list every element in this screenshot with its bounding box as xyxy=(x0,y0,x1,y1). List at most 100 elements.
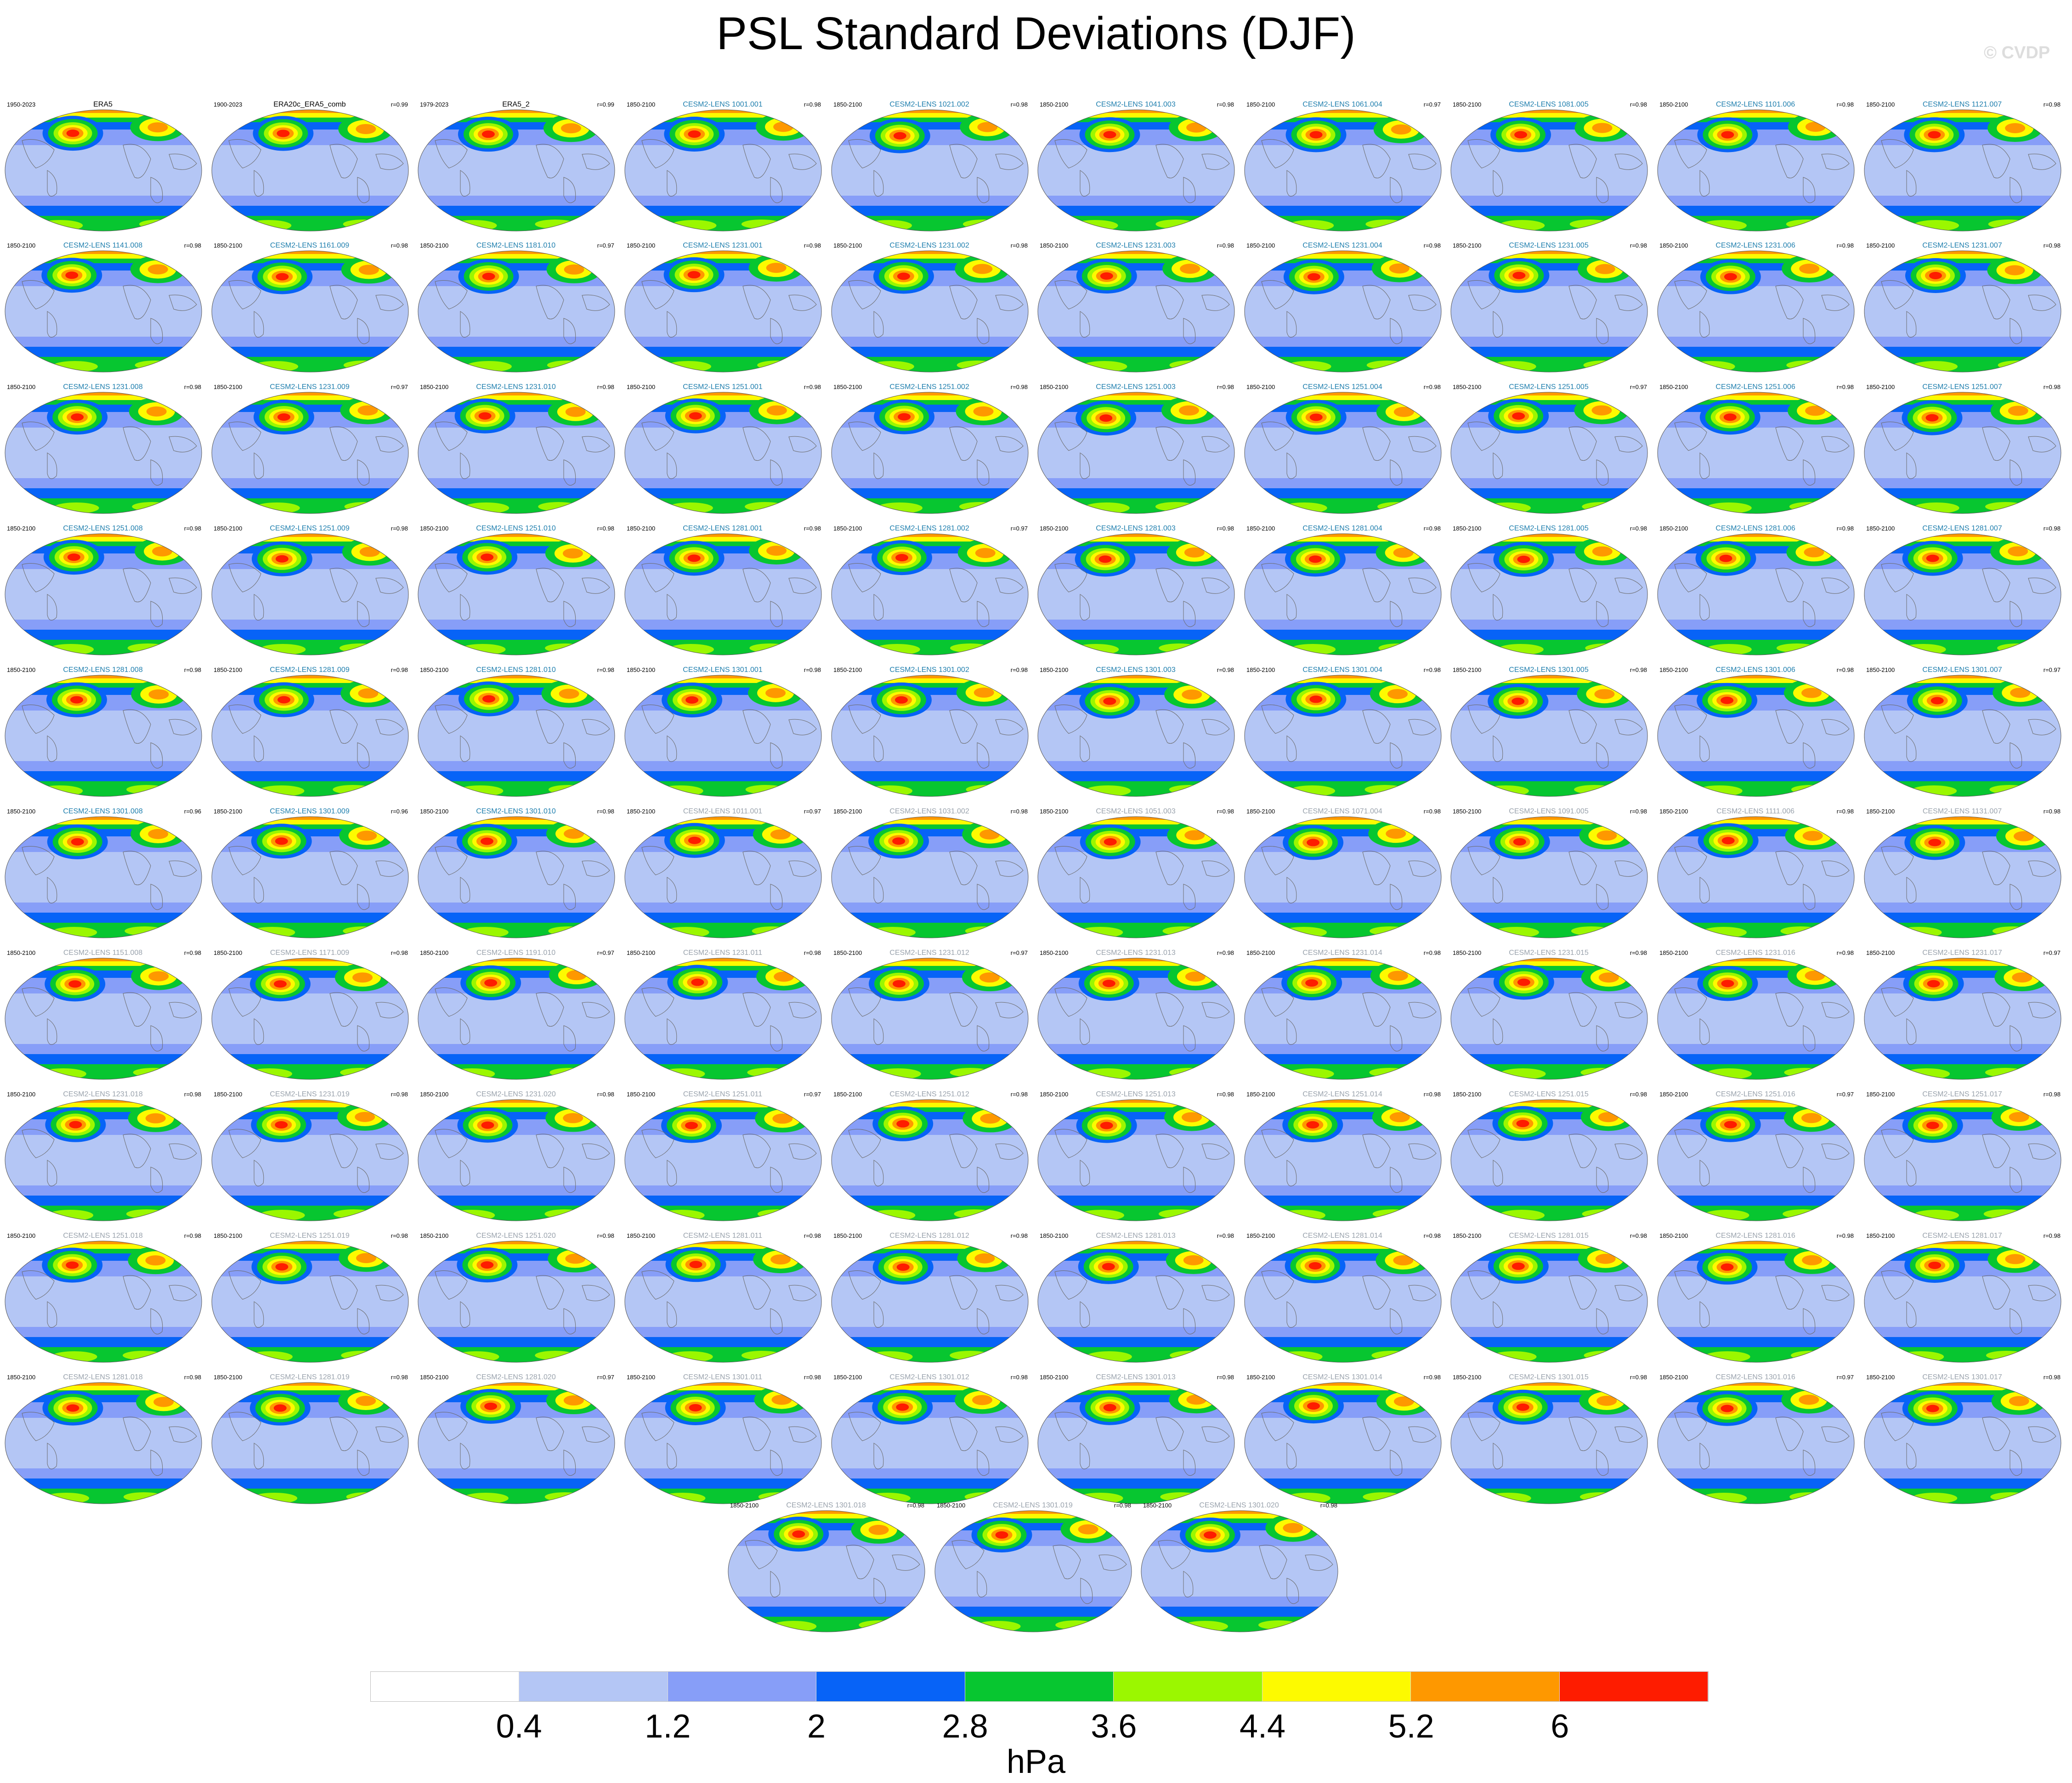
panel-years: 1850-2100 xyxy=(1040,1232,1069,1239)
panel-years: 1850-2100 xyxy=(833,384,862,390)
panel-title: CESM2-LENS 1301.001 xyxy=(683,666,763,674)
psl-stddev-map xyxy=(1244,1099,1442,1221)
map-panel: 1850-2100 CESM2-LENS 1251.007 r=0.98 xyxy=(1859,383,2065,523)
panel-years: 1850-2100 xyxy=(833,808,862,815)
panel-title: CESM2-LENS 1301.002 xyxy=(889,666,969,674)
panel-title: CESM2-LENS 1231.011 xyxy=(683,949,763,957)
panel-correlation: r=0.98 xyxy=(1423,666,1441,673)
panel-years: 1850-2100 xyxy=(1453,1232,1482,1239)
psl-stddev-map xyxy=(1244,109,1442,231)
panel-title: CESM2-LENS 1251.004 xyxy=(1302,383,1382,391)
panel-years: 1850-2100 xyxy=(420,525,449,532)
panel-years: 1850-2100 xyxy=(214,949,243,956)
panel-correlation: r=0.98 xyxy=(1010,242,1028,249)
panel-title: CESM2-LENS 1251.001 xyxy=(683,383,763,391)
panel-years: 1950-2023 xyxy=(7,101,36,108)
map-panel: 1850-2100 CESM2-LENS 1231.020 r=0.98 xyxy=(413,1090,619,1230)
panel-correlation: r=0.98 xyxy=(184,949,201,956)
panel-years: 1850-2100 xyxy=(627,242,656,249)
panel-title: ERA5_2 xyxy=(502,101,530,108)
map-panel: 1850-2100 CESM2-LENS 1231.016 r=0.98 xyxy=(1653,948,1858,1089)
panel-title: CESM2-LENS 1281.018 xyxy=(63,1373,143,1381)
panel-years: 1850-2100 xyxy=(1246,949,1275,956)
map-panel: 1850-2100 CESM2-LENS 1281.005 r=0.98 xyxy=(1446,524,1652,664)
panel-years: 1850-2100 xyxy=(1659,1374,1688,1381)
panel-correlation: r=0.98 xyxy=(1217,384,1234,390)
psl-stddev-map xyxy=(1864,1382,2061,1504)
map-panel: 1850-2100 CESM2-LENS 1281.001 r=0.98 xyxy=(620,524,826,664)
panel-title: CESM2-LENS 1121.007 xyxy=(1922,101,2002,108)
panel-years: 1850-2100 xyxy=(1246,1232,1275,1239)
colorbar-swatch xyxy=(1411,1672,1560,1701)
map-panel: 1850-2100 CESM2-LENS 1251.010 r=0.98 xyxy=(413,524,619,664)
panel-title: CESM2-LENS 1231.008 xyxy=(63,383,143,391)
map-panel: 1850-2100 CESM2-LENS 1281.015 r=0.98 xyxy=(1446,1231,1652,1371)
map-panel: 1850-2100 CESM2-LENS 1251.004 r=0.98 xyxy=(1240,383,1445,523)
panel-years: 1850-2100 xyxy=(214,525,243,532)
map-panel: 1850-2100 CESM2-LENS 1281.006 r=0.98 xyxy=(1653,524,1858,664)
panel-years: 1850-2100 xyxy=(214,384,243,390)
panel-years: 1850-2100 xyxy=(1246,101,1275,108)
panel-years: 1850-2100 xyxy=(1143,1502,1172,1509)
panel-title: CESM2-LENS 1151.008 xyxy=(63,949,143,957)
panel-title: CESM2-LENS 1231.012 xyxy=(889,949,969,957)
panel-years: 1850-2100 xyxy=(420,949,449,956)
panel-title: CESM2-LENS 1231.015 xyxy=(1509,949,1589,957)
panel-years: 1850-2100 xyxy=(7,242,36,249)
psl-stddev-map xyxy=(1244,958,1442,1080)
panel-years: 1850-2100 xyxy=(214,1374,243,1381)
panel-title: CESM2-LENS 1091.005 xyxy=(1509,807,1589,815)
panel-title: CESM2-LENS 1051.003 xyxy=(1096,807,1176,815)
map-panel: 1850-2100 CESM2-LENS 1301.009 r=0.96 xyxy=(207,807,413,947)
panel-years: 1850-2100 xyxy=(7,666,36,673)
map-panel: 1850-2100 CESM2-LENS 1071.004 r=0.98 xyxy=(1240,807,1445,947)
panel-years: 1850-2100 xyxy=(1866,101,1895,108)
psl-stddev-map xyxy=(624,250,822,372)
panel-title: CESM2-LENS 1001.001 xyxy=(683,101,763,108)
panel-correlation: r=0.98 xyxy=(391,242,408,249)
map-panel: 1850-2100 CESM2-LENS 1231.010 r=0.98 xyxy=(413,383,619,523)
map-panel: 1850-2100 CESM2-LENS 1151.008 r=0.98 xyxy=(0,948,206,1089)
panel-years: 1850-2100 xyxy=(1453,1091,1482,1098)
psl-stddev-map xyxy=(1864,533,2061,655)
panel-title: CESM2-LENS 1301.014 xyxy=(1302,1373,1382,1381)
panel-correlation: r=0.98 xyxy=(1423,242,1441,249)
colorbar-swatch xyxy=(1114,1672,1262,1701)
panel-correlation: r=0.98 xyxy=(1836,101,1854,108)
panel-correlation: r=0.97 xyxy=(1630,384,1647,390)
psl-stddev-map xyxy=(1037,250,1235,372)
panel-title: CESM2-LENS 1281.006 xyxy=(1715,525,1795,532)
panel-years: 1850-2100 xyxy=(1659,1091,1688,1098)
panel-correlation: r=0.98 xyxy=(1423,384,1441,390)
map-panel: 1850-2100 CESM2-LENS 1251.001 r=0.98 xyxy=(620,383,826,523)
colorbar-swatch xyxy=(965,1672,1114,1701)
colorbar-swatch xyxy=(1262,1672,1411,1701)
panel-years: 1850-2100 xyxy=(7,1374,36,1381)
map-panel: 1850-2100 CESM2-LENS 1251.013 r=0.98 xyxy=(1033,1090,1239,1230)
panel-title: ERA5 xyxy=(93,101,113,108)
psl-stddev-map xyxy=(1244,675,1442,797)
panel-title: CESM2-LENS 1231.018 xyxy=(63,1090,143,1098)
psl-stddev-map xyxy=(1037,392,1235,514)
panel-title: CESM2-LENS 1251.003 xyxy=(1096,383,1176,391)
panel-years: 1850-2100 xyxy=(1453,384,1482,390)
panel-title: CESM2-LENS 1281.008 xyxy=(63,666,143,674)
psl-stddev-map xyxy=(1450,1099,1648,1221)
panel-correlation: r=0.98 xyxy=(1217,1091,1234,1098)
psl-stddev-map xyxy=(1657,958,1855,1080)
psl-stddev-map xyxy=(1657,675,1855,797)
panel-title: CESM2-LENS 1131.007 xyxy=(1922,807,2002,815)
psl-stddev-map xyxy=(624,958,822,1080)
panel-title: CESM2-LENS 1281.005 xyxy=(1509,525,1589,532)
psl-stddev-map xyxy=(418,392,615,514)
map-panel: 1850-2100 CESM2-LENS 1301.016 r=0.97 xyxy=(1653,1373,1858,1513)
panel-years: 1850-2100 xyxy=(1866,1374,1895,1381)
panel-years: 1850-2100 xyxy=(627,384,656,390)
colorbar-units: hPa xyxy=(1006,1744,1066,1780)
psl-stddev-map xyxy=(1657,109,1855,231)
psl-stddev-map xyxy=(211,250,409,372)
page-title: PSL Standard Deviations (DJF) xyxy=(716,8,1356,59)
psl-stddev-map xyxy=(1244,1241,1442,1363)
psl-stddev-map xyxy=(418,109,615,231)
panel-title: CESM2-LENS 1111.006 xyxy=(1716,807,1795,815)
